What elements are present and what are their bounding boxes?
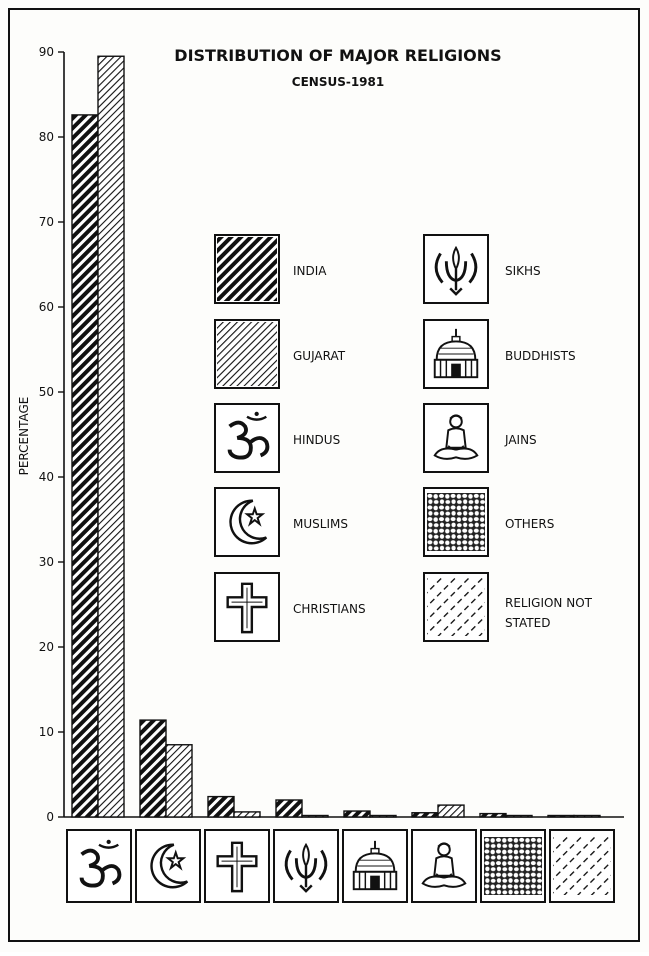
bar-sikhs-india: [275, 799, 303, 818]
legend-item-others: OTHERS: [423, 487, 554, 557]
om-icon: [214, 403, 280, 473]
diagonal-lines-icon: [549, 829, 615, 903]
bar-religion-not-stated-gujarat: [573, 814, 601, 818]
bars: [71, 55, 601, 818]
y-ticks: 0 10 20 30 40 50 60 70 80 90: [39, 45, 64, 824]
bar-others-india: [479, 812, 507, 818]
stupa-icon: [342, 829, 408, 903]
bar-hindus-gujarat: [97, 55, 125, 818]
bar-christians-india: [207, 795, 235, 818]
crescent-star-icon: [135, 829, 201, 903]
legend-label-sikhs: SIKHS: [505, 264, 541, 278]
legend-label-others: OTHERS: [505, 517, 554, 531]
jain-figure-icon: [423, 403, 489, 473]
bar-christians-gujarat: [233, 811, 261, 818]
category-icons: [66, 829, 615, 903]
legend-item-hindus: HINDUS: [214, 403, 340, 473]
pebbles-icon: [423, 487, 489, 557]
om-icon: [66, 829, 132, 903]
y-tick-label-60: 60: [39, 300, 54, 314]
crescent-star-icon: [214, 487, 280, 557]
legend-item-religion-not-stated: RELIGION NOT STATED: [423, 572, 593, 642]
bar-religion-not-stated-india: [547, 814, 575, 818]
y-tick-label-10: 10: [39, 725, 54, 739]
bar-sikhs-gujarat: [301, 814, 329, 818]
cross-icon: [204, 829, 270, 903]
bar-buddhists-india: [343, 810, 371, 818]
legend-label-india: INDIA: [293, 264, 327, 278]
chart-title: DISTRIBUTION OF MAJOR RELIGIONS: [174, 46, 501, 65]
legend-label-jains: JAINS: [504, 433, 537, 447]
legend-item-christians: CHRISTIANS: [214, 572, 366, 642]
y-tick-label-90: 90: [39, 45, 54, 59]
bar-others-gujarat: [505, 814, 533, 818]
bar-buddhists-gujarat: [369, 814, 397, 818]
legend-label-buddhists: BUDDHISTS: [505, 349, 576, 363]
legend-item-muslims: MUSLIMS: [214, 487, 348, 557]
diagonal-lines-icon: [423, 572, 489, 642]
page-border: [8, 8, 640, 942]
light-hatch-swatch: [214, 319, 280, 389]
legend-label-religion-not-stated: RELIGION NOT STATED: [505, 596, 593, 630]
y-tick-label-70: 70: [39, 215, 54, 229]
y-tick-label-50: 50: [39, 385, 54, 399]
legend: INDIA GUJARAT HINDUS MUSLIMS CHRISTIANS SIKHS…: [214, 234, 593, 642]
legend-item-sikhs: SIKHS: [423, 234, 541, 304]
khanda-icon: [423, 234, 489, 304]
y-tick-label-20: 20: [39, 640, 54, 654]
bar-muslims-india: [139, 719, 167, 818]
legend-item-jains: JAINS: [423, 403, 537, 473]
legend-label-gujarat: GUJARAT: [293, 349, 346, 363]
y-tick-label-40: 40: [39, 470, 54, 484]
legend-item-india: INDIA: [214, 234, 327, 304]
chart-subtitle: CENSUS-1981: [292, 75, 384, 89]
jain-figure-icon: [411, 829, 477, 903]
y-tick-label-80: 80: [39, 130, 54, 144]
bar-muslims-gujarat: [165, 744, 193, 818]
legend-item-gujarat: GUJARAT: [214, 319, 346, 389]
dense-hatch-swatch: [214, 234, 280, 304]
bar-hindus-india: [71, 114, 99, 818]
legend-label-hindus: HINDUS: [293, 433, 340, 447]
y-tick-label-0: 0: [46, 810, 54, 824]
legend-label-christians: CHRISTIANS: [293, 602, 366, 616]
y-axis-label: PERCENTAGE: [17, 397, 31, 476]
legend-item-buddhists: BUDDHISTS: [423, 319, 576, 389]
bar-jains-gujarat: [437, 804, 465, 818]
stupa-icon: [423, 319, 489, 389]
khanda-icon: [273, 829, 339, 903]
y-tick-label-30: 30: [39, 555, 54, 569]
cross-icon: [214, 572, 280, 642]
bar-jains-india: [411, 812, 439, 818]
pebbles-icon: [480, 829, 546, 903]
legend-label-muslims: MUSLIMS: [293, 517, 348, 531]
